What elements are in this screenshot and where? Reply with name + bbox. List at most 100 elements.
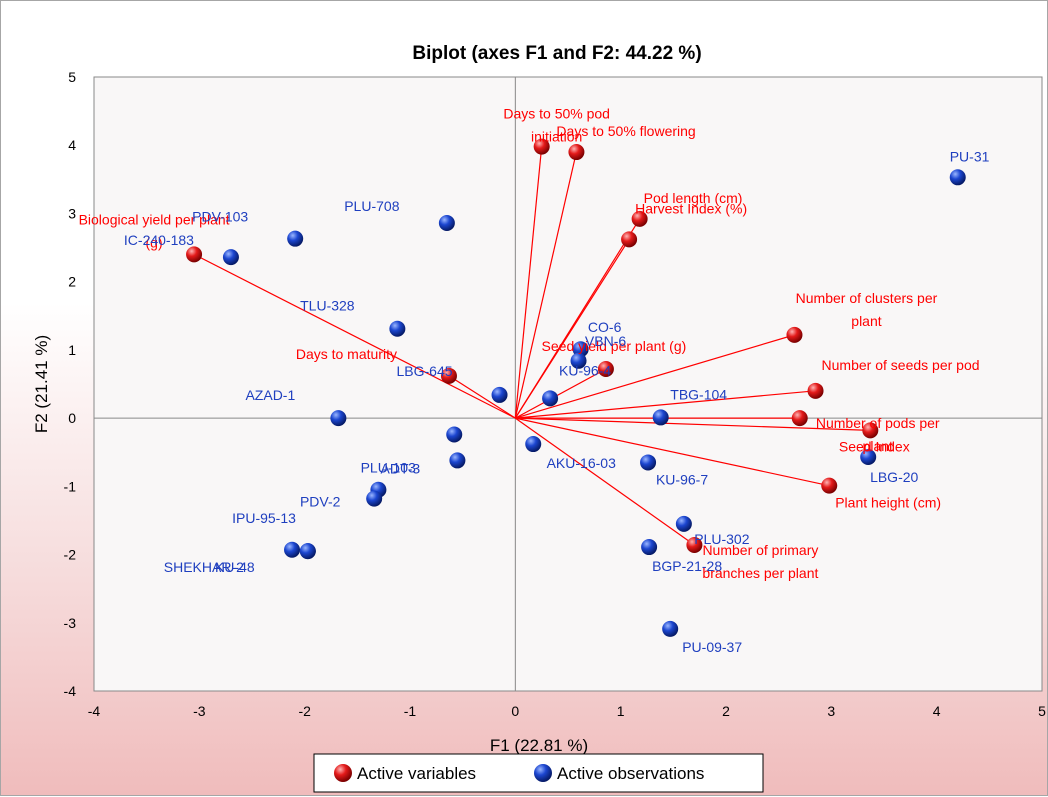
variable-vector [514, 239, 630, 419]
observation-point [652, 409, 669, 426]
observation-point [491, 386, 508, 403]
observation-label: PU-31 [950, 148, 990, 164]
observation-label: PDV-103 [192, 209, 248, 225]
observation-label: KU-96-4 [559, 362, 611, 378]
observation-label: PLU-708 [344, 198, 399, 214]
y-tick-label: -1 [64, 478, 77, 494]
variable-point [791, 410, 808, 427]
x-axis-title: F1 (22.81 %) [490, 736, 588, 755]
observation-point [542, 390, 559, 407]
y-tick-label: 0 [68, 410, 76, 426]
observation-point [299, 543, 316, 560]
observation-label: KU-48 [215, 559, 255, 575]
observation-point [525, 436, 542, 453]
observation-label: TLU-328 [300, 298, 355, 314]
variable-label: Days to 50% pod initiation [503, 106, 610, 145]
observation-point [438, 214, 455, 231]
variable-point [786, 326, 803, 343]
observation-label: CO-6 [588, 319, 622, 335]
observation-point [640, 454, 657, 471]
observation-label: PDV-2 [300, 494, 341, 510]
variable-vector [514, 146, 543, 419]
variable-point [862, 422, 879, 439]
variable-label: Days to 50% flowering [556, 123, 695, 139]
variable-point [686, 537, 703, 554]
variable-point [631, 210, 648, 227]
variable-label: Number of primary branches per plant [702, 542, 818, 581]
x-tick-label: 4 [933, 703, 941, 719]
observation-point [284, 541, 301, 558]
variable-vector [515, 417, 830, 487]
observation-label: BGP-21-28 [652, 558, 722, 574]
observation-point [366, 490, 383, 507]
y-tick-label: 5 [68, 69, 76, 85]
observation-label: AZAD-1 [245, 387, 295, 403]
observation-label: VBN-6 [585, 333, 626, 349]
observation-point [662, 620, 679, 637]
x-tick-label: -2 [298, 703, 311, 719]
observation-point [446, 426, 463, 443]
variable-point [440, 367, 457, 384]
observation-point [641, 539, 658, 556]
observation-point [949, 169, 966, 186]
variable-label: Number of seeds per pod [822, 357, 980, 373]
observation-point [389, 320, 406, 337]
variable-point [597, 360, 614, 377]
observation-point [449, 452, 466, 469]
observation-label: PLU-103 [361, 459, 416, 475]
observation-label: IC-240-183 [124, 232, 194, 248]
observation-label: PLU-302 [694, 531, 749, 547]
variable-vector [515, 390, 816, 419]
y-axis-title: F2 (21.41 %) [32, 335, 51, 433]
legend-label-variables: Active variables [357, 764, 476, 783]
x-tick-label: 3 [827, 703, 835, 719]
observation-label: SHEKHAR-2 [164, 559, 244, 575]
observation-label: LBG-20 [870, 469, 918, 485]
y-tick-label: -4 [64, 683, 77, 699]
x-tick-label: -1 [404, 703, 417, 719]
variable-label: Seed yield per plant (g) [542, 338, 687, 354]
variable-label: Biological yield per plant (g) [79, 211, 230, 250]
variable-point [568, 144, 585, 161]
x-tick-label: 1 [617, 703, 625, 719]
y-tick-label: -3 [64, 615, 77, 631]
observation-point [330, 410, 347, 427]
x-tick-label: -3 [193, 703, 206, 719]
observation-label: TBG-104 [670, 386, 727, 402]
variable-label: Harvest Index (%) [635, 200, 747, 216]
variable-point [186, 246, 203, 263]
legend-marker-variables [334, 764, 352, 782]
observation-label: ADT-3 [381, 461, 421, 477]
observation-label: AKU-16-03 [547, 455, 616, 471]
x-tick-label: 5 [1038, 703, 1046, 719]
observation-label: KU-96-7 [656, 471, 708, 487]
variable-point [533, 138, 550, 155]
observation-point [222, 249, 239, 266]
legend: Active variables Active observations [313, 753, 764, 793]
variable-label: Number of pods per plant [816, 415, 940, 454]
variable-vector [514, 417, 695, 546]
variable-point [621, 231, 638, 248]
y-tick-label: 2 [68, 274, 76, 290]
point-layer [186, 138, 966, 637]
variable-vector [448, 375, 516, 419]
variable-vector [514, 151, 578, 419]
variable-vector [515, 417, 871, 431]
y-tick-label: 3 [68, 205, 76, 221]
legend-marker-observations [534, 764, 552, 782]
observation-point [675, 515, 692, 532]
variable-label: Plant height (cm) [835, 495, 941, 511]
variable-label: Seed Index [839, 438, 910, 454]
variable-vector [515, 334, 795, 419]
variable-label: Days to maturity [296, 346, 397, 362]
variable-vector [193, 253, 516, 419]
variable-vector [515, 368, 607, 419]
y-tick-label: -2 [64, 547, 77, 563]
x-tick-label: -4 [88, 703, 101, 719]
observation-point [287, 230, 304, 247]
observation-point [860, 448, 877, 465]
variable-label: Number of clusters per plant [796, 290, 938, 329]
observation-label: PU-09-37 [682, 639, 742, 655]
